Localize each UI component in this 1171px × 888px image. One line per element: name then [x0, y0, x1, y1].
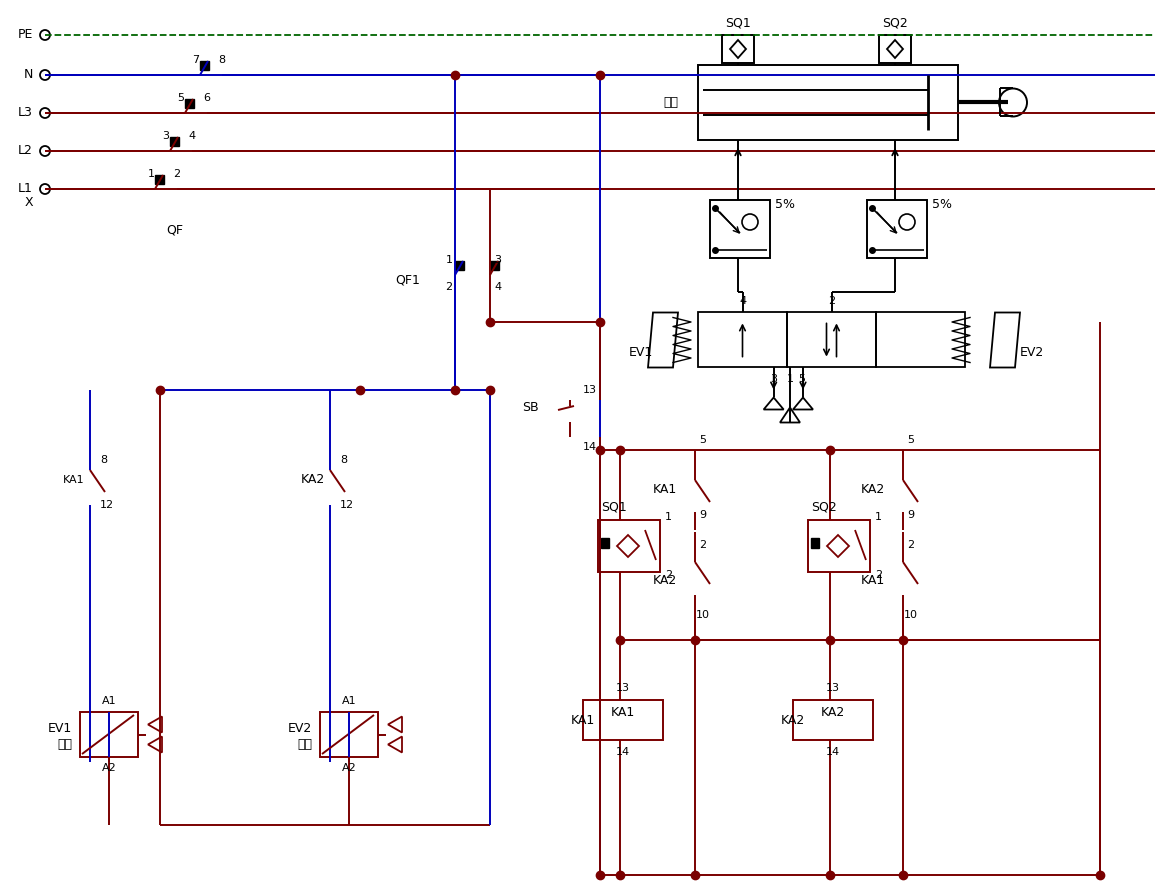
Text: L2: L2	[18, 145, 33, 157]
Text: 4: 4	[739, 296, 746, 305]
Bar	[698, 65, 958, 140]
Text: KA2: KA2	[821, 705, 845, 718]
Text: 1: 1	[148, 169, 155, 179]
Bar	[698, 313, 787, 368]
Text: 5%: 5%	[775, 199, 795, 211]
Text: 5: 5	[178, 93, 185, 103]
Text: 1: 1	[875, 512, 882, 522]
Text: SQ2: SQ2	[882, 17, 908, 29]
Text: EV1: EV1	[629, 345, 653, 359]
Text: 8: 8	[219, 55, 226, 65]
Text: A1: A1	[342, 696, 356, 706]
Text: 2: 2	[699, 540, 706, 550]
Text: 2: 2	[875, 570, 882, 580]
Text: 8: 8	[340, 455, 347, 465]
Text: PE: PE	[18, 28, 33, 42]
Text: 4: 4	[494, 282, 501, 292]
Text: 2: 2	[445, 282, 452, 292]
Text: 13: 13	[616, 683, 630, 693]
Text: N: N	[23, 68, 33, 82]
Text: 10: 10	[904, 610, 918, 620]
Text: 1: 1	[665, 512, 672, 522]
Text: 7: 7	[192, 55, 199, 65]
Bar	[200, 61, 208, 70]
Bar	[155, 175, 164, 184]
Text: A2: A2	[102, 763, 116, 773]
Bar	[80, 712, 138, 757]
Text: 14: 14	[826, 747, 840, 757]
Text: 13: 13	[583, 385, 597, 395]
Text: KA1: KA1	[653, 483, 677, 496]
Bar	[185, 99, 194, 108]
Text: 10: 10	[696, 610, 710, 620]
Bar	[879, 35, 911, 63]
Text: 8: 8	[100, 455, 107, 465]
Text: KA1: KA1	[63, 475, 85, 485]
Bar	[793, 700, 874, 740]
Text: EV2: EV2	[288, 723, 311, 735]
Text: 14: 14	[583, 442, 597, 452]
Bar	[456, 261, 464, 270]
Text: EV2: EV2	[1020, 345, 1045, 359]
Bar	[867, 200, 927, 258]
Bar	[598, 520, 660, 572]
Bar	[170, 137, 179, 146]
Text: EV1: EV1	[48, 723, 71, 735]
Bar	[787, 313, 876, 368]
Text: 4: 4	[189, 131, 196, 141]
Text: SQ2: SQ2	[812, 501, 837, 513]
Text: KA2: KA2	[781, 713, 804, 726]
Text: 12: 12	[340, 500, 354, 510]
Text: 5: 5	[699, 435, 706, 445]
Text: SB: SB	[522, 401, 539, 415]
Text: 3: 3	[771, 375, 778, 385]
Text: 上升: 上升	[57, 738, 71, 750]
Text: 5: 5	[799, 375, 806, 385]
Text: 5%: 5%	[932, 199, 952, 211]
Bar	[601, 538, 609, 548]
Text: 2: 2	[828, 296, 835, 305]
Text: QF1: QF1	[396, 274, 420, 287]
Text: 2: 2	[173, 169, 180, 179]
Text: 1: 1	[445, 255, 452, 265]
Text: 12: 12	[100, 500, 114, 510]
Text: KA1: KA1	[861, 574, 885, 586]
Text: 6: 6	[204, 93, 211, 103]
Text: SQ1: SQ1	[725, 17, 751, 29]
Text: KA1: KA1	[611, 705, 635, 718]
Text: KA1: KA1	[570, 713, 595, 726]
Bar	[489, 261, 499, 270]
Text: A2: A2	[342, 763, 356, 773]
Text: 3: 3	[163, 131, 170, 141]
Text: 9: 9	[908, 510, 915, 520]
Text: 14: 14	[616, 747, 630, 757]
Text: 下降: 下降	[297, 738, 311, 750]
Text: 2: 2	[908, 540, 915, 550]
Text: A1: A1	[102, 696, 116, 706]
Text: 13: 13	[826, 683, 840, 693]
Bar	[583, 700, 663, 740]
Text: 1: 1	[787, 375, 794, 385]
Bar	[723, 35, 754, 63]
Bar	[812, 538, 819, 548]
Text: 5: 5	[908, 435, 915, 445]
Text: 2: 2	[665, 570, 672, 580]
Bar	[876, 313, 965, 368]
Text: KA2: KA2	[861, 483, 885, 496]
Text: KA2: KA2	[301, 473, 326, 487]
Bar	[710, 200, 771, 258]
Text: SQ1: SQ1	[601, 501, 626, 513]
Text: 9: 9	[699, 510, 706, 520]
Text: 3: 3	[494, 255, 501, 265]
Text: L1: L1	[18, 183, 33, 195]
Bar	[808, 520, 870, 572]
Text: QF: QF	[166, 224, 184, 236]
Text: KA2: KA2	[653, 574, 677, 586]
Text: L3: L3	[18, 107, 33, 120]
Bar	[320, 712, 378, 757]
Text: X: X	[25, 195, 33, 209]
Text: 气缸: 气缸	[663, 96, 678, 109]
